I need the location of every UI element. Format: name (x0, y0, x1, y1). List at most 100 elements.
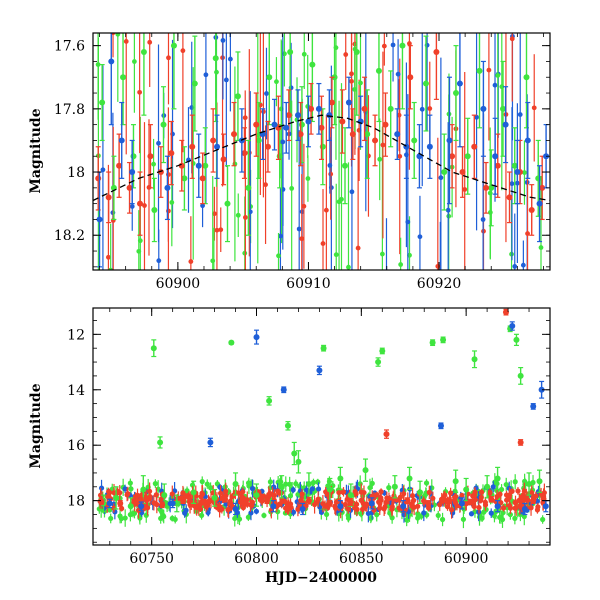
data-point-red (137, 171, 144, 236)
band-point-red (180, 490, 186, 496)
band-point-red (169, 491, 175, 497)
band-point-red (442, 492, 448, 498)
streak-point-blue (438, 175, 444, 181)
band-point-red (105, 493, 111, 500)
data-point-blue (394, 108, 401, 160)
band-point-green (261, 512, 267, 519)
streak-point-blue (492, 82, 498, 88)
streak-point-green (398, 262, 404, 267)
data-point-green (511, 127, 518, 205)
data-point-green (305, 472, 312, 496)
streak-point-green (115, 33, 121, 37)
band-point-green (293, 481, 299, 487)
band-point-red (217, 507, 223, 513)
streak-point-blue (520, 262, 526, 268)
data-point-green (120, 33, 127, 126)
streak-point-blue (419, 106, 425, 112)
data-point-blue (138, 501, 145, 511)
band-point-red (134, 492, 141, 498)
data-point-green (375, 357, 382, 367)
streak-point-green (169, 199, 175, 205)
band-point-red (448, 507, 455, 513)
data-point-blue (271, 98, 278, 151)
streak-point-blue (512, 263, 518, 269)
streak-point-blue (417, 234, 423, 240)
streak-point-red (509, 36, 515, 42)
band-point-red (237, 499, 244, 505)
streak-point-green (358, 80, 363, 86)
band-point-red (472, 489, 478, 495)
streak-point-blue (517, 112, 523, 117)
data-point-red (95, 146, 102, 211)
streak-point-red (218, 227, 224, 233)
data-point-green (337, 466, 344, 491)
data-point-green (113, 486, 120, 510)
data-point-green (523, 33, 530, 129)
data-point-red (483, 161, 490, 214)
y-tick-label: 17.8 (54, 102, 85, 118)
streak-point-green (274, 79, 279, 85)
streak-point-red (180, 48, 186, 54)
data-point-blue (96, 171, 103, 268)
data-point-green (228, 339, 235, 346)
data-point-green (513, 333, 520, 347)
data-point-red (326, 500, 333, 507)
data-point-green (379, 347, 386, 355)
data-point-red (98, 499, 105, 506)
streak-point-green (305, 176, 311, 181)
streak-point-blue (203, 72, 209, 78)
data-point-green (319, 108, 326, 186)
band-point-red (494, 493, 500, 500)
streak-point-red (301, 203, 307, 209)
data-point-red (264, 120, 271, 173)
band-point-blue (253, 508, 260, 514)
streak-point-blue (296, 226, 302, 232)
band-point-green (386, 485, 392, 491)
band-point-blue (307, 489, 313, 495)
data-point-blue (214, 114, 221, 179)
streak-point-blue (280, 139, 286, 145)
data-point-blue (403, 114, 410, 179)
data-point-red (347, 498, 354, 506)
data-point-red (433, 33, 440, 100)
data-point-green (130, 124, 137, 189)
data-point-blue (530, 403, 537, 410)
data-point-red (318, 95, 325, 160)
data-point-green (266, 396, 273, 406)
data-point-red (285, 89, 292, 142)
data-point-green (387, 70, 394, 148)
band-point-red (345, 506, 351, 512)
data-point-red (243, 500, 250, 507)
data-point-green (278, 475, 285, 499)
streak-point-blue (200, 203, 205, 209)
band-point-red (320, 501, 326, 507)
band-point-green (107, 507, 113, 513)
data-point-red (201, 498, 208, 506)
data-point-blue (437, 422, 444, 430)
band-point-green (498, 486, 505, 493)
y-tick-label: 18 (67, 494, 85, 510)
x-tick-label: 60920 (417, 276, 462, 292)
data-point-green (499, 60, 506, 157)
data-point-green (452, 45, 459, 142)
band-point-blue (98, 485, 105, 491)
data-point-blue (164, 155, 171, 221)
band-point-green (345, 515, 352, 521)
data-point-red (199, 152, 206, 205)
band-point-red (249, 502, 255, 508)
streak-point-green (235, 212, 241, 218)
streak-point-red (397, 153, 403, 159)
band-point-green (275, 479, 281, 485)
streak-point-blue (474, 114, 479, 120)
band-point-green (323, 511, 330, 518)
data-point-green (234, 51, 241, 142)
streak-point-green (538, 245, 544, 250)
y-tick-label: 18 (67, 165, 85, 181)
streak-point-green (131, 59, 137, 64)
data-point-red (263, 497, 270, 505)
streak-point-red (214, 227, 220, 233)
data-point-blue (456, 33, 463, 148)
band-point-green (184, 488, 190, 494)
y-tick-label: 14 (67, 383, 85, 399)
data-point-green (191, 35, 198, 132)
